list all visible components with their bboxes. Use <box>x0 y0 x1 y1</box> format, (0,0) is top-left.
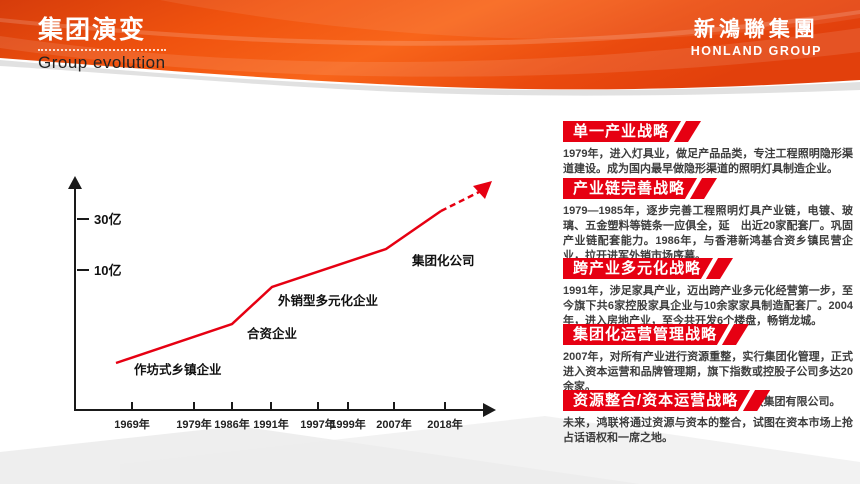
strategy-panel: 单一产业战略 1979年，进入灯具业，做足产品品类，专注工程照明隐形渠道建设。成… <box>563 0 853 484</box>
growth-line-projection <box>440 189 482 213</box>
x-tick-label: 2018年 <box>427 417 462 431</box>
header-banner: 集团演变 Group evolution 新鴻聯集團 HONLAND GROUP <box>0 0 860 100</box>
section-body: 1979年，进入灯具业，做足产品品类，专注工程照明隐形渠道建设。成为国内最早做隐… <box>563 148 853 175</box>
logo-chinese: 新鴻聯集團 <box>693 17 819 41</box>
x-axis-arrow-icon <box>483 403 496 417</box>
page-title-block: 集团演变 Group evolution <box>38 10 166 73</box>
x-tick-label: 1986年 <box>214 417 249 431</box>
y-tick-label: 30亿 <box>94 212 121 227</box>
section-single-industry: 单一产业战略 1979年，进入灯具业，做足产品品类，专注工程照明隐形渠道建设。成… <box>563 121 853 177</box>
stage-label-2: 合资企业 <box>247 326 298 341</box>
x-tick-label: 1997年 <box>300 417 335 431</box>
section-body: 1979—1985年，逐步完善工程照明灯具产业链，电镀、玻璃、五金塑料等链条一应… <box>563 205 853 262</box>
x-tick-label: 1999年 <box>330 417 365 431</box>
x-tick-label: 2007年 <box>376 417 411 431</box>
company-logo: 新鴻聯集團 HONLAND GROUP <box>691 13 822 58</box>
section-title: 集团化运营管理战略 <box>573 326 718 343</box>
page-title: 集团演变 <box>38 16 147 44</box>
section-capital-operation: 资源整合/资本运营战略 未来，鸿联将通过资源与资本的整合，试图在资本市场上抢占话… <box>563 390 853 446</box>
section-title-banner: 产业链完善战略 <box>563 178 717 199</box>
section-title: 单一产业战略 <box>573 123 670 140</box>
section-title-banner: 单一产业战略 <box>563 121 701 142</box>
section-title-banner: 资源整合/资本运营战略 <box>563 390 770 411</box>
growth-line <box>115 209 442 365</box>
section-body: 1991年，涉足家具产业，迈出跨产业多元化经营第一步，至今旗下共6家控股家具企业… <box>563 285 853 327</box>
section-title: 资源整合/资本运营战略 <box>573 392 739 409</box>
y-tick-label: 10亿 <box>94 263 121 278</box>
section-title: 跨产业多元化战略 <box>573 260 702 277</box>
section-industry-chain: 产业链完善战略 1979—1985年，逐步完善工程照明灯具产业链，电镀、玻璃、五… <box>563 178 853 264</box>
logo-english: HONLAND GROUP <box>690 44 822 58</box>
stage-label-4: 集团化公司 <box>411 253 475 268</box>
section-title: 产业链完善战略 <box>573 180 686 197</box>
stage-label-3: 外销型多元化企业 <box>277 293 379 308</box>
title-dotted-divider <box>38 49 166 51</box>
section-body: 2007年，对所有产业进行资源重整，实行集团化管理，正式进入资本运营和品牌管理期… <box>563 351 853 393</box>
section-diversification: 跨产业多元化战略 1991年，涉足家具产业，迈出跨产业多元化经营第一步，至今旗下… <box>563 258 853 329</box>
projection-arrow-icon <box>473 181 492 199</box>
x-tick-label: 1969年 <box>114 417 149 431</box>
page-subtitle: Group evolution <box>38 53 166 72</box>
section-body: 未来，鸿联将通过资源与资本的整合，试图在资本市场上抢占话语权和一席之地。 <box>563 417 853 444</box>
evolution-chart: 30亿 10亿 1969年 1979年 1986年 1991年 1997年 19… <box>68 176 496 431</box>
x-tick-label: 1991年 <box>253 417 288 431</box>
section-title-banner: 集团化运营管理战略 <box>563 324 749 345</box>
x-tick-label: 1979年 <box>176 417 211 431</box>
y-axis-arrow-icon <box>68 176 82 189</box>
header-background <box>0 0 860 96</box>
stage-label-1: 作坊式乡镇企业 <box>134 362 222 377</box>
section-title-banner: 跨产业多元化战略 <box>563 258 733 279</box>
